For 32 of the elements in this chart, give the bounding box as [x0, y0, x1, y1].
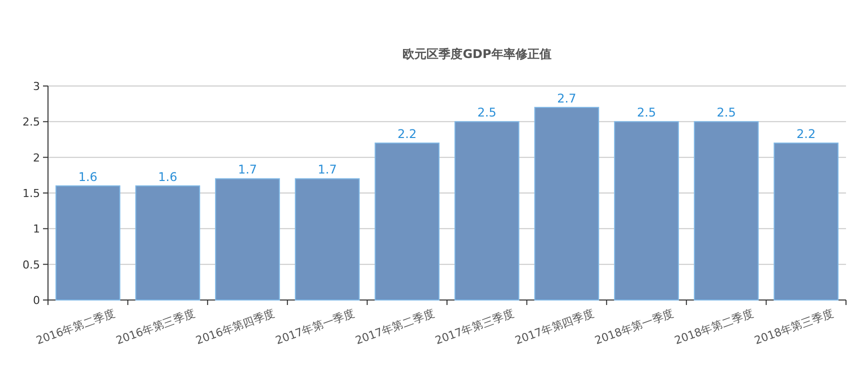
data-label: 1.6: [158, 170, 178, 184]
bar: [215, 178, 280, 300]
y-tick-label: 1: [33, 222, 40, 236]
x-tick-label: 2016年第二季度: [34, 306, 117, 348]
y-tick-label: 1.5: [22, 187, 40, 200]
data-label: 2.2: [796, 127, 816, 142]
y-tick-label: 0: [33, 294, 40, 307]
bar: [774, 142, 839, 300]
data-label: 2.7: [557, 91, 576, 106]
bar: [135, 185, 200, 300]
data-label: 1.7: [238, 162, 258, 177]
chart-title: 欧元区季度GDP年率修正值: [402, 47, 552, 61]
x-tick-label: 2016年第三季度: [114, 306, 197, 348]
y-tick-label: 3: [33, 80, 40, 93]
data-label: 1.7: [318, 162, 337, 177]
x-tick-label: 2017年第四季度: [513, 306, 596, 348]
bar: [55, 185, 120, 300]
y-tick-label: 2: [33, 151, 40, 164]
bar: [374, 142, 440, 300]
bar: [694, 121, 759, 300]
data-label: 2.5: [636, 106, 656, 120]
x-tick-label: 2018年第三季度: [752, 306, 836, 348]
bar: [534, 106, 600, 300]
bar: [294, 178, 360, 300]
bar: [454, 121, 520, 300]
data-label: 2.2: [398, 127, 417, 142]
y-tick-label: 0.5: [22, 258, 40, 272]
y-tick-label: 2.5: [22, 116, 40, 129]
bar: [614, 121, 679, 300]
data-label: 2.5: [477, 106, 496, 120]
data-label: 2.5: [716, 106, 736, 120]
data-label: 1.6: [78, 170, 98, 184]
